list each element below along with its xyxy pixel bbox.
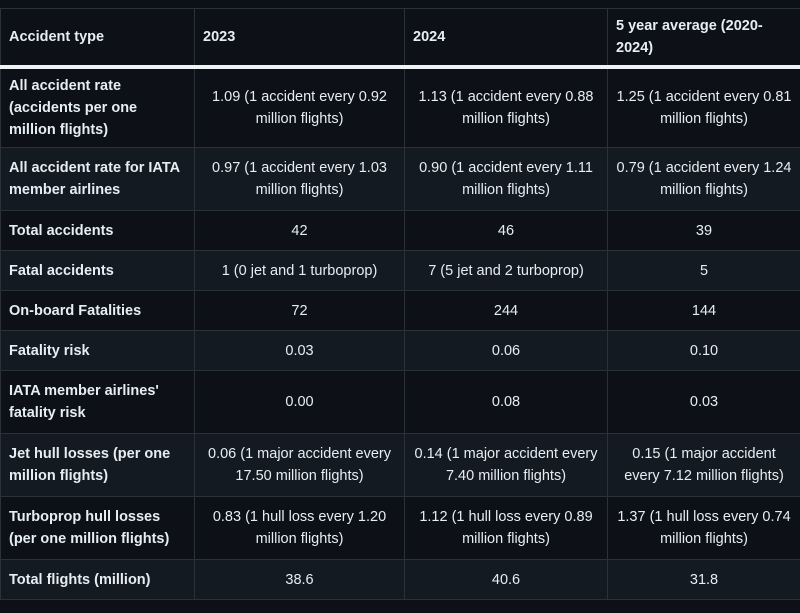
table-cell: 1 (0 jet and 1 turboprop) [194, 250, 405, 291]
row-label: All accident rate (accidents per one mil… [0, 66, 195, 148]
table-cell: 5 [607, 250, 800, 291]
table-cell: 42 [194, 210, 405, 251]
header-row: Accident type 2023 2024 5 year average (… [0, 8, 800, 68]
table-cell: 1.12 (1 hull loss every 0.89 million fli… [404, 496, 608, 560]
table-row: All accident rate (accidents per one mil… [0, 66, 800, 148]
table-cell: 0.90 (1 accident every 1.11 million flig… [404, 147, 608, 211]
table-cell: 144 [607, 290, 800, 331]
table-row: Fatal accidents 1 (0 jet and 1 turboprop… [0, 250, 800, 291]
table-cell: 1.13 (1 accident every 0.88 million flig… [404, 66, 608, 148]
row-label: Turboprop hull losses (per one million f… [0, 496, 195, 560]
table-row: Turboprop hull losses (per one million f… [0, 496, 800, 560]
row-label: Total accidents [0, 210, 195, 251]
table-cell: 7 (5 jet and 2 turboprop) [404, 250, 608, 291]
column-header-accident-type: Accident type [0, 8, 195, 68]
row-label: Total flights (million) [0, 559, 195, 600]
row-label: IATA member airlines' fatality risk [0, 370, 195, 434]
table-row: IATA member airlines' fatality risk 0.00… [0, 370, 800, 434]
table-cell: 0.83 (1 hull loss every 1.20 million fli… [194, 496, 405, 560]
table-cell: 31.8 [607, 559, 800, 600]
row-label: Fatality risk [0, 330, 195, 371]
row-label: All accident rate for IATA member airlin… [0, 147, 195, 211]
table-cell: 0.10 [607, 330, 800, 371]
table-row: Total flights (million) 38.6 40.6 31.8 [0, 559, 800, 600]
table-cell: 1.37 (1 hull loss every 0.74 million fli… [607, 496, 800, 560]
column-header-2024: 2024 [404, 8, 608, 68]
table-cell: 0.06 [404, 330, 608, 371]
table-cell: 46 [404, 210, 608, 251]
row-label: Fatal accidents [0, 250, 195, 291]
table-body: All accident rate (accidents per one mil… [0, 66, 800, 600]
table-cell: 40.6 [404, 559, 608, 600]
table-row: Total accidents 42 46 39 [0, 210, 800, 251]
table-cell: 0.97 (1 accident every 1.03 million flig… [194, 147, 405, 211]
table-cell: 0.03 [194, 330, 405, 371]
table-cell: 39 [607, 210, 800, 251]
table-cell: 1.09 (1 accident every 0.92 million flig… [194, 66, 405, 148]
table-cell: 0.15 (1 major accident every 7.12 millio… [607, 433, 800, 497]
table-cell: 0.03 [607, 370, 800, 434]
row-label: Jet hull losses (per one million flights… [0, 433, 195, 497]
table-cell: 1.25 (1 accident every 0.81 million flig… [607, 66, 800, 148]
column-header-2023: 2023 [194, 8, 405, 68]
table-cell: 0.06 (1 major accident every 17.50 milli… [194, 433, 405, 497]
table-cell: 0.14 (1 major accident every 7.40 millio… [404, 433, 608, 497]
table-cell: 0.79 (1 accident every 1.24 million flig… [607, 147, 800, 211]
table-cell: 72 [194, 290, 405, 331]
data-table-container: Accident type 2023 2024 5 year average (… [0, 8, 800, 600]
table-cell: 244 [404, 290, 608, 331]
table-cell: 0.08 [404, 370, 608, 434]
table-cell: 0.00 [194, 370, 405, 434]
table-row: All accident rate for IATA member airlin… [0, 147, 800, 211]
column-header-5-year-average: 5 year average (2020-2024) [607, 8, 800, 68]
accident-statistics-table: Accident type 2023 2024 5 year average (… [0, 8, 800, 600]
table-row: Fatality risk 0.03 0.06 0.10 [0, 330, 800, 371]
table-header: Accident type 2023 2024 5 year average (… [0, 8, 800, 68]
table-row: On-board Fatalities 72 244 144 [0, 290, 800, 331]
row-label: On-board Fatalities [0, 290, 195, 331]
table-row: Jet hull losses (per one million flights… [0, 433, 800, 497]
table-cell: 38.6 [194, 559, 405, 600]
